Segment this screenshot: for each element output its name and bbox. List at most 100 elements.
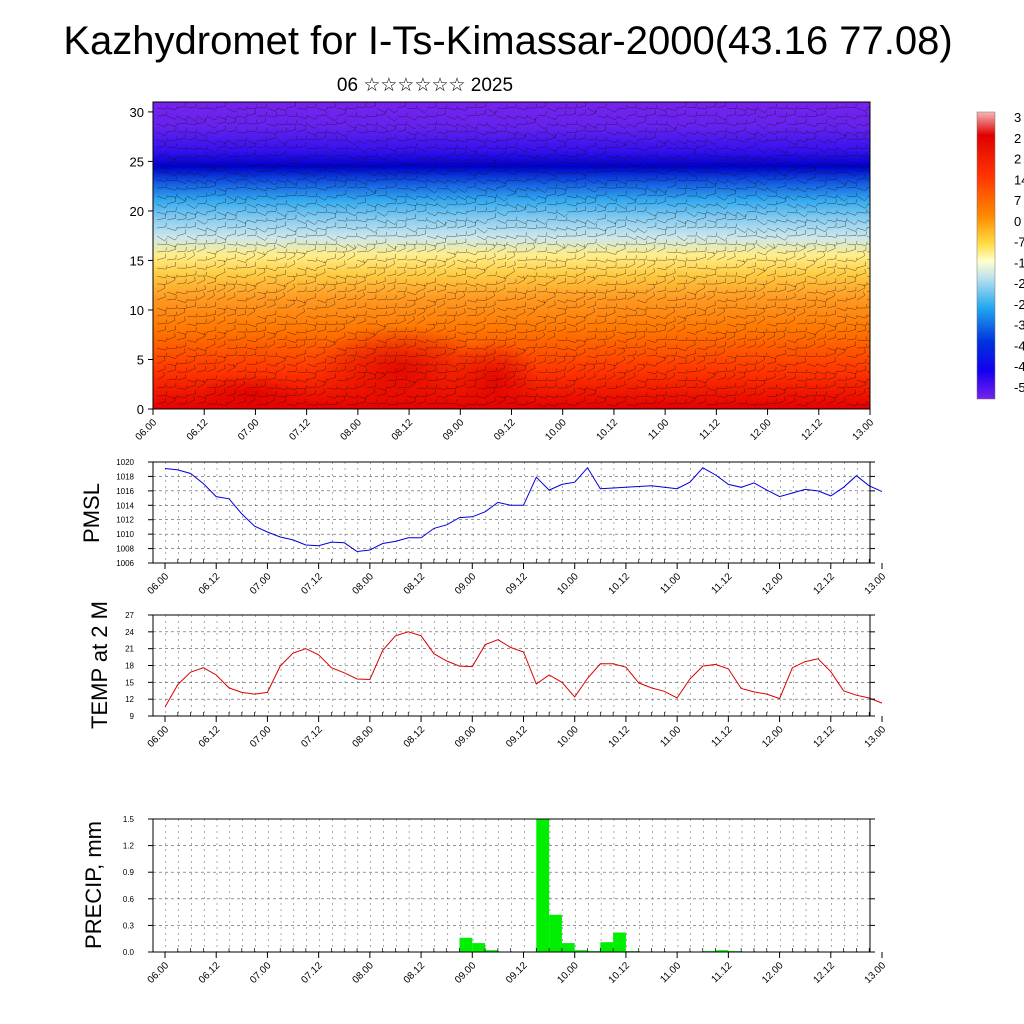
wind-barb xyxy=(166,217,176,221)
wind-barb xyxy=(666,226,676,229)
wind-barb-flag xyxy=(244,173,248,178)
wind-barb xyxy=(636,187,646,190)
wind-barb xyxy=(516,187,526,191)
wind-barb-flag xyxy=(255,104,258,109)
wind-barb xyxy=(486,155,495,162)
wind-barb xyxy=(206,139,215,145)
wind-barb-flag xyxy=(435,219,438,224)
wind-barb-flag xyxy=(215,105,218,110)
wind-barb xyxy=(636,171,646,173)
wind-barb xyxy=(446,163,456,165)
wind-barb-flag xyxy=(245,152,248,157)
wind-barb-flag xyxy=(665,170,668,175)
wind-barb xyxy=(436,235,446,240)
wind-barb xyxy=(516,131,526,137)
wind-barb xyxy=(216,235,226,240)
wind-barb-flag xyxy=(355,226,358,231)
wind-barb-flag xyxy=(815,112,818,117)
wind-barb-flag xyxy=(765,138,768,143)
wind-barb xyxy=(496,153,506,157)
wind-barb-flag xyxy=(715,211,718,216)
wind-barb xyxy=(596,147,606,149)
wind-barb xyxy=(156,154,166,157)
wind-barb-flag xyxy=(695,185,698,190)
wind-barb xyxy=(526,195,535,201)
wind-barb xyxy=(726,193,736,197)
wind-barb xyxy=(506,203,516,208)
wind-barb xyxy=(296,219,306,224)
wind-barb xyxy=(476,113,486,117)
wind-barb xyxy=(696,131,706,136)
wind-barb-flag xyxy=(594,221,598,225)
wind-barb xyxy=(506,163,516,166)
wind-barb-flag xyxy=(265,136,268,141)
wind-barb xyxy=(436,139,446,141)
wind-barb xyxy=(816,147,825,153)
wind-barb xyxy=(676,179,686,182)
wind-barb-flag xyxy=(765,114,768,119)
wind-barb xyxy=(386,137,396,141)
wind-barb xyxy=(426,195,435,201)
wind-barb xyxy=(386,162,396,165)
wind-barb xyxy=(416,107,425,113)
wind-barb xyxy=(546,227,556,231)
wind-barb-flag xyxy=(425,224,428,229)
wind-barb-flag xyxy=(494,165,496,170)
wind-barb xyxy=(516,203,525,209)
wind-barb-flag xyxy=(254,173,258,178)
wind-barb-flag xyxy=(185,128,187,133)
wind-barb-flag xyxy=(714,141,718,145)
wind-barb-flag xyxy=(605,113,608,118)
wind-barb xyxy=(356,131,366,133)
wind-barb xyxy=(416,115,426,119)
wind-barb xyxy=(596,210,606,213)
wind-barb xyxy=(306,179,316,184)
wind-barb-flag xyxy=(415,187,418,192)
wind-barb xyxy=(166,161,176,165)
wind-barb xyxy=(666,217,676,221)
wind-barb xyxy=(806,203,816,208)
wind-barb-flag xyxy=(615,176,618,181)
wind-barb-flag xyxy=(385,128,388,133)
wind-barb-flag xyxy=(305,203,308,208)
wind-barb xyxy=(766,219,776,223)
wind-barb-flag xyxy=(334,237,338,241)
wind-barb-flag xyxy=(375,138,378,143)
wind-barb xyxy=(656,187,665,194)
wind-barb-flag xyxy=(555,226,558,231)
wind-barb-flag xyxy=(844,148,848,153)
wind-barb-flag xyxy=(765,210,768,215)
wind-barb-flag xyxy=(565,104,567,109)
wind-barb-flag xyxy=(195,154,198,159)
wind-barb-flag xyxy=(685,184,688,189)
wind-barb xyxy=(856,211,866,214)
wind-barb xyxy=(436,155,446,159)
wind-barb-flag xyxy=(174,172,178,177)
wind-barb xyxy=(326,203,336,208)
wind-barb xyxy=(706,203,716,207)
wind-barb xyxy=(446,187,455,194)
wind-barb xyxy=(316,137,326,141)
wind-barb xyxy=(336,155,346,157)
wind-barb xyxy=(726,171,736,177)
wind-barb xyxy=(276,114,286,117)
wind-barb-flag xyxy=(695,112,697,117)
wind-barb xyxy=(276,163,286,167)
wind-barb-flag xyxy=(555,184,557,189)
wind-barb-flag xyxy=(794,141,798,145)
wind-barb xyxy=(756,227,765,234)
wind-barb xyxy=(466,201,476,205)
wind-barb xyxy=(366,218,376,221)
wind-barb xyxy=(376,195,386,197)
wind-barb-flag xyxy=(425,148,428,152)
wind-barb xyxy=(836,107,846,109)
wind-barb xyxy=(446,170,456,173)
wind-barb xyxy=(716,155,726,158)
wind-barb xyxy=(586,219,595,225)
wind-barb xyxy=(566,186,576,189)
wind-barb xyxy=(196,147,206,150)
wind-barb-flag xyxy=(524,133,526,138)
wind-barb xyxy=(846,211,856,216)
wind-barb-flag xyxy=(675,154,678,159)
wind-barb xyxy=(596,233,606,237)
